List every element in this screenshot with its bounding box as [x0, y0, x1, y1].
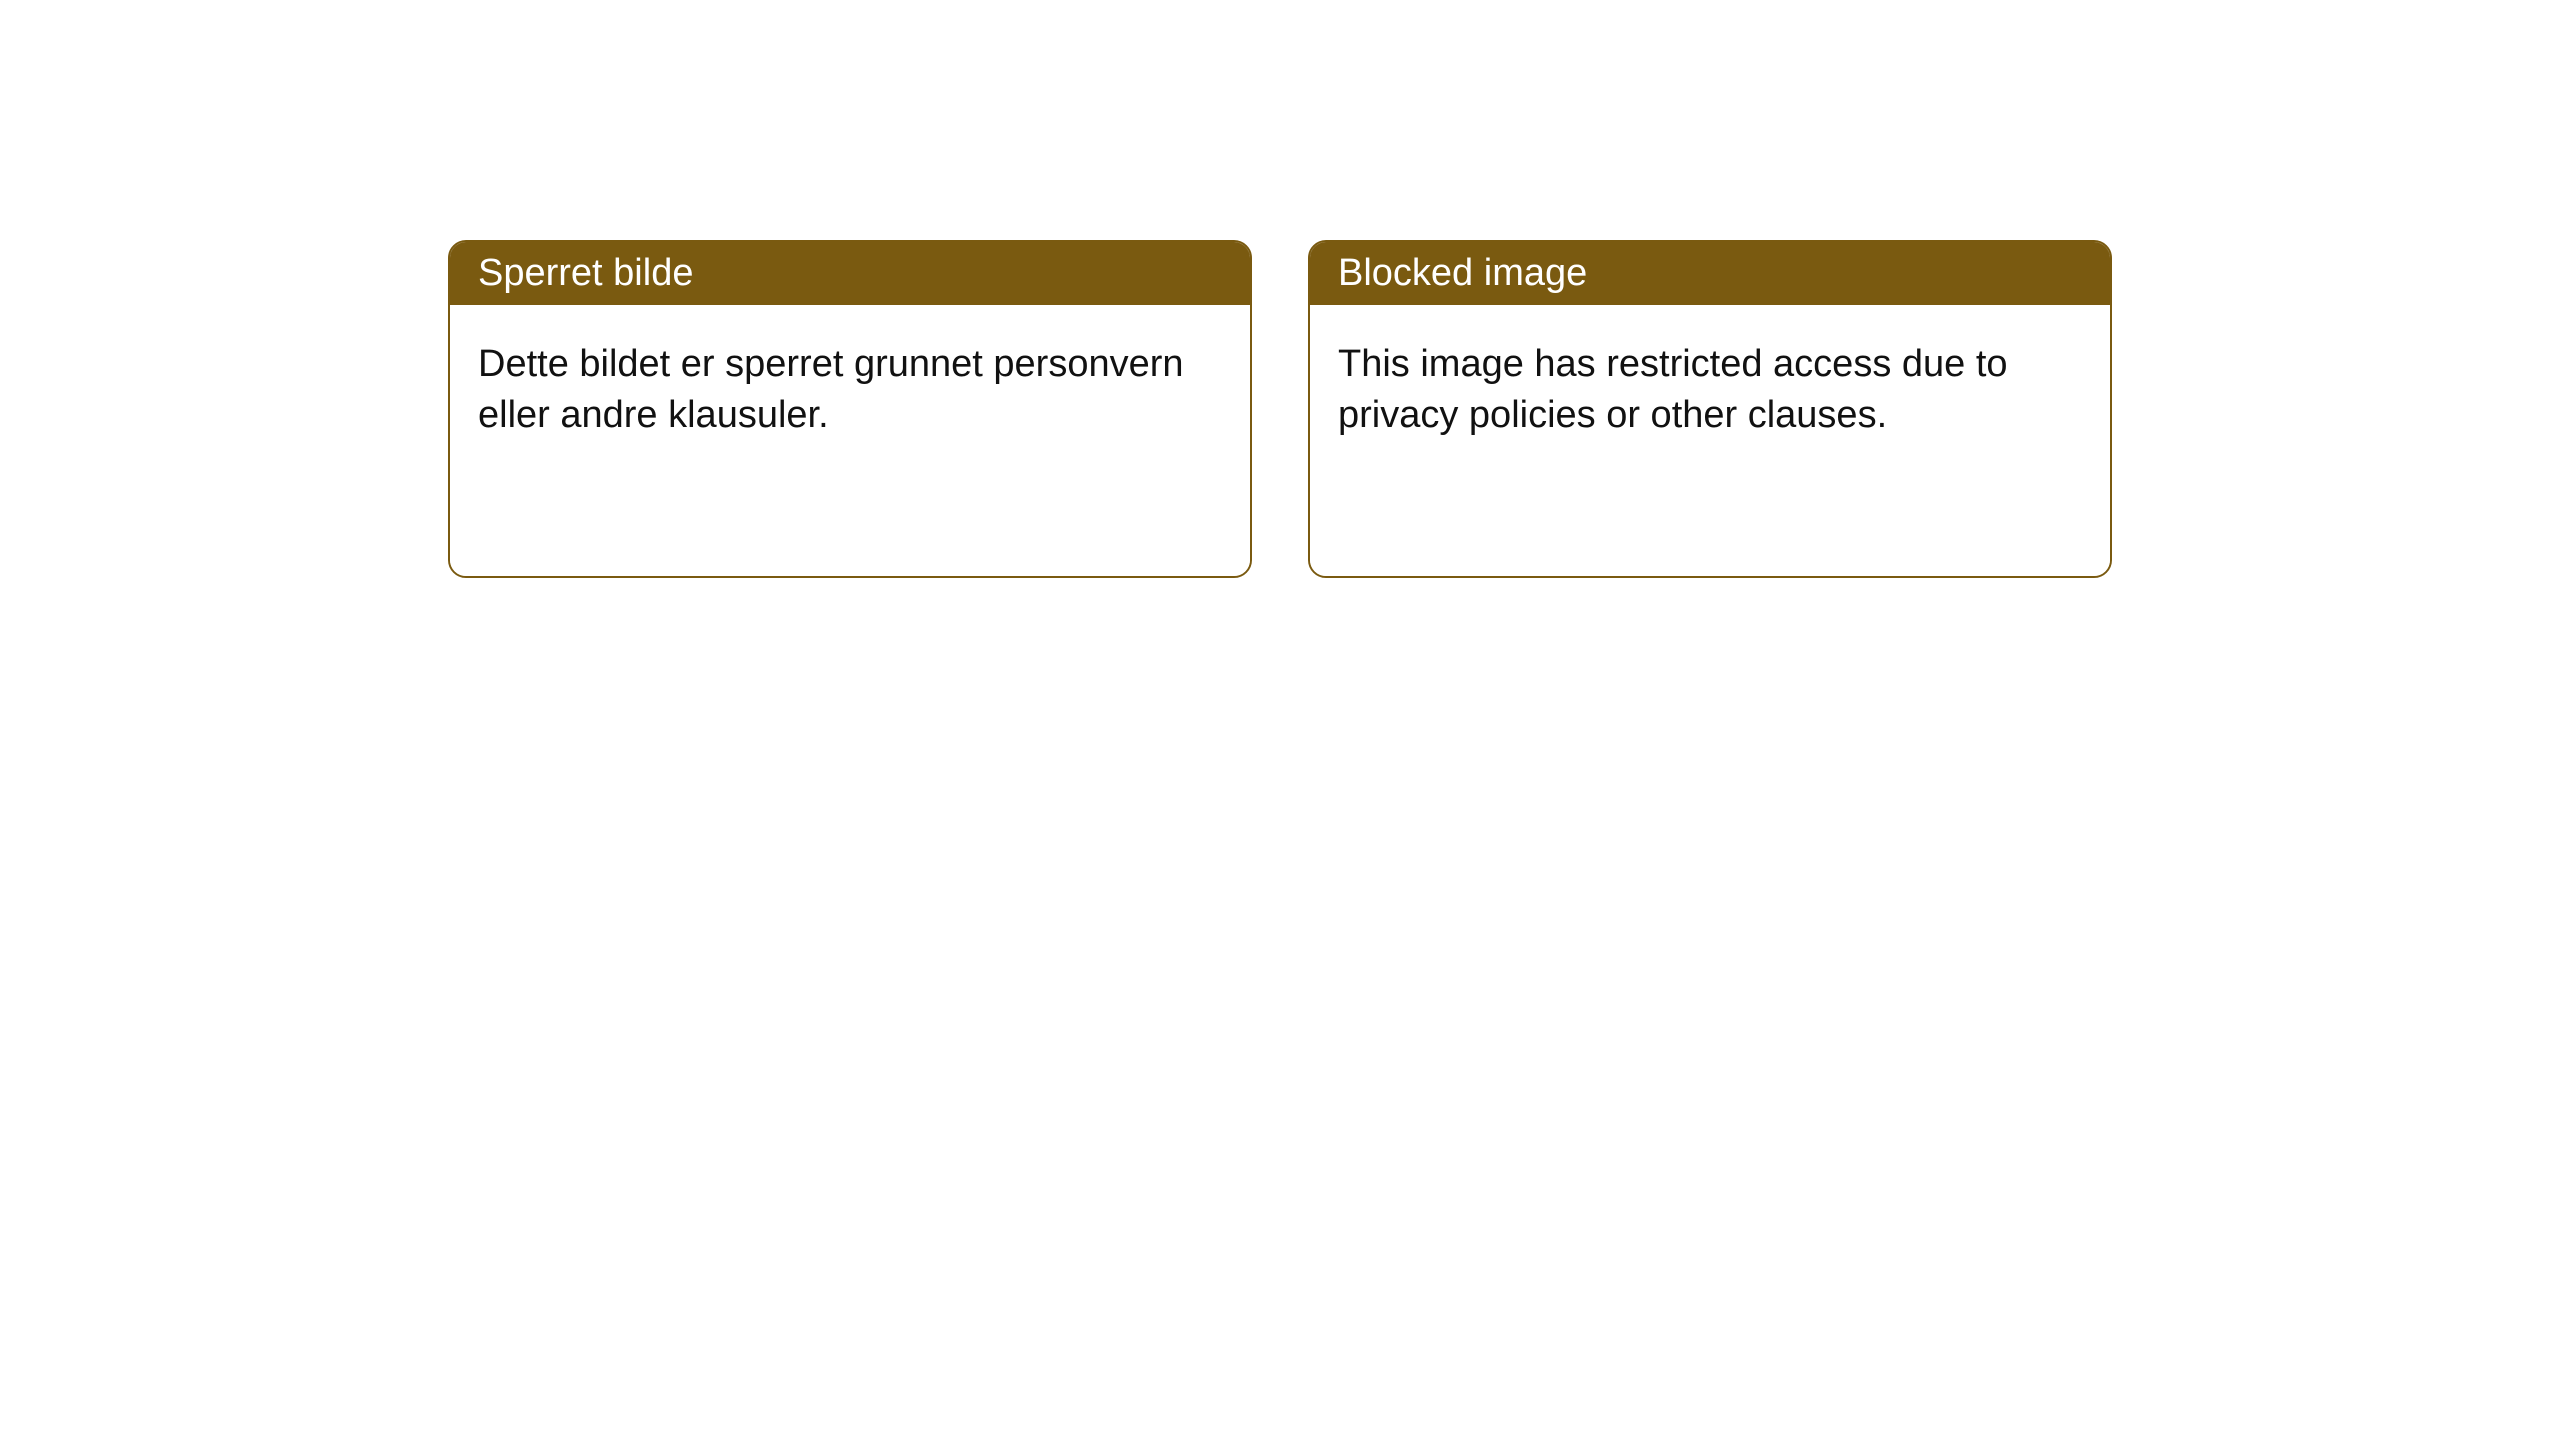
- notice-header: Blocked image: [1310, 242, 2110, 305]
- notice-header: Sperret bilde: [450, 242, 1250, 305]
- notice-body: Dette bildet er sperret grunnet personve…: [450, 305, 1250, 576]
- notice-body: This image has restricted access due to …: [1310, 305, 2110, 576]
- notice-card-english: Blocked image This image has restricted …: [1308, 240, 2112, 578]
- notice-card-norwegian: Sperret bilde Dette bildet er sperret gr…: [448, 240, 1252, 578]
- notice-cards-container: Sperret bilde Dette bildet er sperret gr…: [448, 240, 2560, 578]
